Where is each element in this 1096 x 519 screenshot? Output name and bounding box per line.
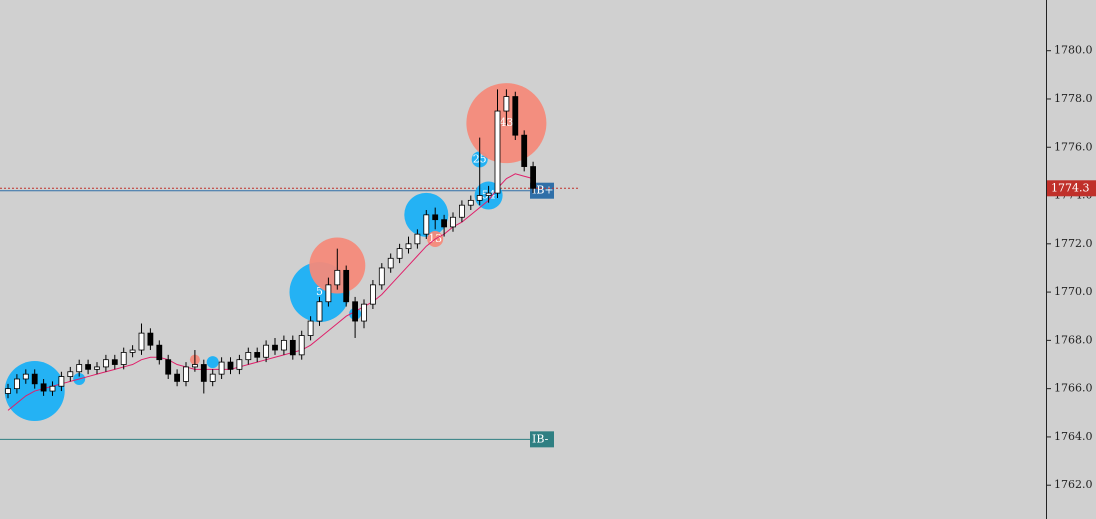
y-tick-label: 1766.0 — [1054, 382, 1093, 395]
candle-body — [120, 352, 127, 365]
candle-body — [272, 344, 278, 351]
candle-body — [129, 349, 136, 353]
candle-body — [316, 301, 323, 322]
y-tick-label: 1780.0 — [1054, 44, 1093, 57]
moving-average — [7, 173, 534, 411]
candle-body — [111, 359, 118, 365]
candle-body — [494, 110, 501, 194]
candle-body — [209, 373, 216, 382]
candle-body — [423, 214, 430, 235]
candle-body — [450, 216, 456, 228]
level-tag — [530, 431, 554, 448]
y-tick-label: 1776.0 — [1054, 140, 1093, 153]
level-label: IB- — [532, 432, 549, 445]
volume-bubble — [206, 356, 219, 369]
candle-body — [58, 376, 65, 387]
candle-body — [245, 352, 252, 361]
candle-body — [289, 339, 296, 356]
candle-body — [432, 214, 439, 221]
candle-body — [405, 243, 412, 250]
y-tick-label: 1778.0 — [1054, 92, 1093, 105]
candle-body — [147, 332, 154, 346]
candle-body — [183, 366, 189, 382]
candle-body — [334, 269, 341, 286]
candle-body — [165, 359, 172, 375]
candle-body — [361, 303, 367, 322]
candle-body — [94, 366, 100, 370]
level-tag — [530, 182, 554, 199]
candle-body — [467, 199, 474, 206]
candle-body — [85, 364, 91, 370]
candle-body — [40, 383, 47, 392]
y-tick-label: 1772.0 — [1054, 237, 1093, 250]
candle-body — [200, 364, 207, 382]
candle-body — [298, 335, 305, 356]
bubble-label: 5 — [316, 285, 323, 298]
candle-body — [254, 352, 261, 358]
candle-body — [218, 361, 225, 375]
candle-body — [352, 301, 359, 322]
candle-body — [325, 284, 332, 303]
candle-body — [378, 267, 385, 286]
candle-body — [458, 204, 465, 218]
candle-body — [387, 257, 394, 269]
candle-body — [530, 166, 536, 189]
candle-body — [414, 233, 421, 245]
current-price-tag — [1047, 180, 1096, 197]
candle-body — [503, 96, 510, 112]
candle-body — [103, 359, 109, 368]
candle-body — [476, 195, 483, 201]
candle-body — [22, 373, 29, 380]
candle-body — [441, 219, 448, 228]
candle-body — [49, 385, 56, 392]
candle-body — [31, 373, 38, 385]
candle-body — [227, 361, 234, 370]
candle-body — [343, 269, 350, 303]
candle-body — [512, 96, 519, 136]
y-tick-label: 1764.0 — [1054, 430, 1093, 443]
candle-body — [369, 284, 376, 305]
candle-body — [280, 339, 287, 351]
candle-body — [67, 371, 74, 377]
candle-body — [174, 373, 181, 382]
candle-body — [236, 359, 243, 370]
candle-body — [76, 364, 83, 373]
candle-body — [396, 248, 403, 259]
y-tick-label: 1770.0 — [1054, 285, 1093, 298]
candle-body — [5, 388, 11, 394]
candle-body — [156, 344, 163, 361]
candle-body — [485, 192, 492, 196]
y-tick-label: 1768.0 — [1054, 333, 1093, 346]
candle-body — [138, 332, 145, 351]
candle-body — [263, 344, 270, 358]
candle-body — [521, 134, 528, 167]
level-label: IB+ — [532, 184, 554, 197]
y-tick-label: 1762.0 — [1054, 478, 1093, 491]
candle-body — [191, 364, 198, 368]
current-price-label: 1774.3 — [1051, 181, 1090, 194]
candle-body — [307, 320, 314, 336]
candle-body — [13, 378, 20, 390]
